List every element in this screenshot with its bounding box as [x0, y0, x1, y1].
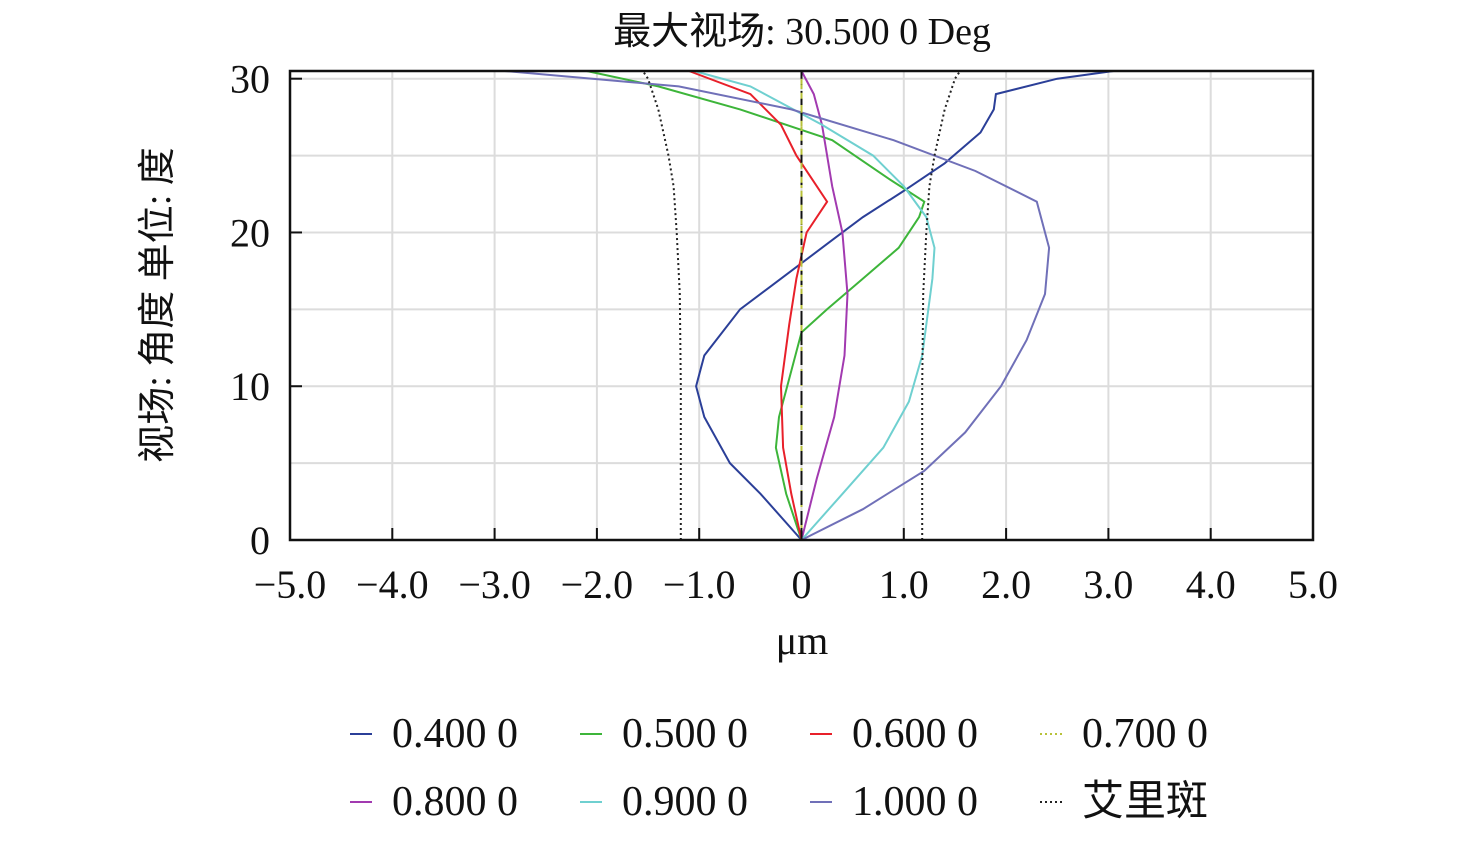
x-tick-label: −4.0	[356, 562, 429, 607]
legend-item: 艾里斑	[1040, 779, 1208, 825]
y-axis-label: 视场: 角度 单位: 度	[137, 147, 179, 463]
legend-item: 0.500 0	[580, 711, 748, 757]
legend-label: 0.400 0	[392, 711, 518, 757]
chart-title: 最大视场: 30.500 0 Deg	[613, 11, 991, 53]
legend-label: 0.500 0	[622, 711, 748, 757]
series-line	[693, 70, 936, 541]
legend-label: 0.600 0	[852, 711, 978, 757]
y-tick-label: 0	[250, 518, 270, 563]
legend-label: 0.900 0	[622, 779, 748, 825]
ticks: −5.0 −4.0 −3.0 −2.0 −1.0 0 1.0 2.0 3.0 4.0 5.0 0 10 2…	[230, 57, 1338, 607]
y-tick-label: 20	[230, 210, 270, 255]
legend-label: 1.000 0	[852, 779, 978, 825]
series-line	[695, 70, 1114, 541]
legend-item: 0.600 0	[810, 711, 978, 757]
x-tick-label: 4.0	[1186, 562, 1236, 607]
curves	[504, 70, 1114, 541]
y-tick-label: 10	[230, 364, 270, 409]
series-line	[800, 70, 849, 541]
series-line	[688, 70, 829, 541]
legend-label: 艾里斑	[1082, 779, 1208, 825]
x-tick-label: −1.0	[663, 562, 736, 607]
legend-item: 0.700 0	[1040, 711, 1208, 757]
legend-item: 0.800 0	[350, 779, 518, 825]
x-axis-label: μm	[776, 618, 829, 663]
x-tick-label: 3.0	[1083, 562, 1133, 607]
legend-item: 1.000 0	[810, 779, 978, 825]
series-line	[504, 70, 1051, 541]
y-tick-label: 30	[230, 57, 270, 102]
x-tick-label: −5.0	[254, 562, 327, 607]
legend-item: 0.400 0	[350, 711, 518, 757]
x-tick-label: 0	[792, 562, 812, 607]
legend: 0.400 0 0.500 0 0.600 0 0.700 0 0.800 0 0.900…	[350, 711, 1208, 825]
x-tick-label: 5.0	[1288, 562, 1338, 607]
series-line	[586, 70, 926, 541]
x-tick-label: −2.0	[561, 562, 634, 607]
legend-item: 0.900 0	[580, 779, 748, 825]
x-tick-label: −3.0	[458, 562, 531, 607]
series-line	[642, 70, 682, 540]
legend-label: 0.800 0	[392, 779, 518, 825]
legend-label: 0.700 0	[1082, 711, 1208, 757]
x-tick-label: 2.0	[981, 562, 1031, 607]
x-tick-label: 1.0	[879, 562, 929, 607]
